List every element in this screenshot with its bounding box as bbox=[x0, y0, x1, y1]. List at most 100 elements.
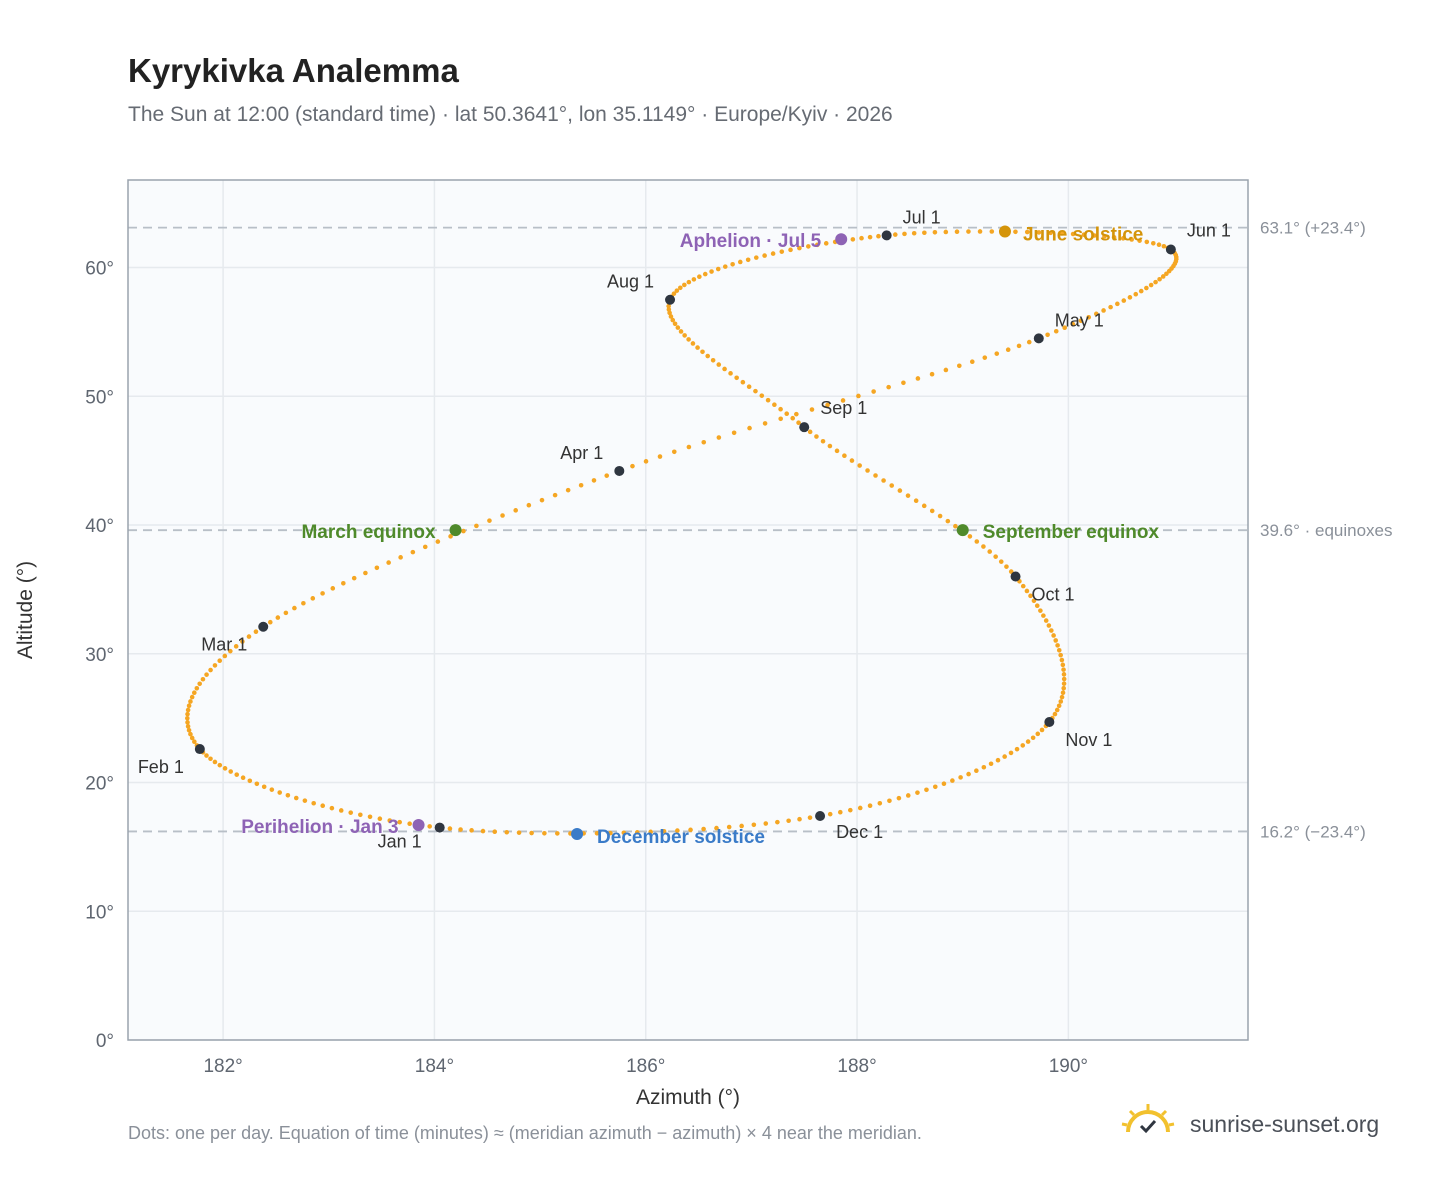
daily-sun-dot bbox=[753, 388, 758, 394]
daily-sun-dot bbox=[889, 483, 895, 488]
daily-sun-dot bbox=[709, 269, 714, 274]
daily-sun-dot bbox=[311, 800, 316, 806]
daily-sun-dot bbox=[739, 823, 744, 829]
daily-sun-dot bbox=[730, 261, 735, 267]
daily-sun-dot bbox=[690, 341, 696, 346]
daily-sun-dot bbox=[222, 653, 228, 659]
daily-sun-dot bbox=[759, 393, 765, 398]
daily-sun-dot bbox=[1056, 647, 1062, 653]
daily-sun-dot bbox=[715, 266, 721, 272]
daily-sun-dot bbox=[1060, 662, 1066, 668]
daily-sun-dot bbox=[513, 508, 518, 513]
month-marker-dot bbox=[614, 465, 625, 476]
event-marker-dot bbox=[835, 233, 848, 246]
daily-sun-dot bbox=[1157, 276, 1162, 282]
event-marker-label: Aphelion · Jul 5 bbox=[680, 231, 822, 252]
daily-sun-dot bbox=[192, 690, 197, 696]
daily-sun-dot bbox=[539, 497, 545, 503]
daily-sun-dot bbox=[1036, 230, 1042, 235]
daily-sun-dot bbox=[873, 473, 878, 478]
daily-sun-dot bbox=[950, 778, 955, 783]
daily-sun-dot bbox=[253, 629, 259, 634]
daily-sun-dot bbox=[820, 438, 826, 444]
daily-sun-dot bbox=[458, 827, 463, 832]
daily-sun-dot bbox=[186, 727, 192, 733]
daily-sun-dot bbox=[827, 443, 833, 449]
daily-sun-dot bbox=[1046, 623, 1052, 628]
daily-sun-dot bbox=[974, 539, 980, 544]
month-marker-dot bbox=[258, 621, 269, 632]
daily-sun-dot bbox=[320, 591, 325, 596]
event-marker-dot bbox=[956, 524, 969, 537]
daily-sun-dot bbox=[1020, 583, 1026, 589]
daily-sun-dot bbox=[397, 819, 402, 825]
daily-sun-dot bbox=[981, 544, 986, 549]
daily-sun-dot bbox=[856, 393, 861, 399]
month-marker-dot bbox=[1010, 571, 1021, 582]
daily-sun-dot bbox=[778, 416, 784, 422]
daily-sun-dot bbox=[701, 826, 706, 832]
month-marker-label: Apr 1 bbox=[560, 443, 603, 463]
daily-sun-dot bbox=[747, 425, 752, 431]
daily-sun-dot bbox=[929, 508, 935, 514]
daily-sun-dot bbox=[1053, 328, 1059, 334]
daily-sun-dot bbox=[189, 735, 195, 741]
daily-sun-dot bbox=[552, 492, 558, 498]
daily-sun-dot bbox=[814, 434, 819, 439]
daily-sun-dot bbox=[387, 818, 393, 823]
daily-sun-dot bbox=[1031, 598, 1037, 604]
daily-sun-dot bbox=[911, 230, 917, 236]
daily-sun-dot bbox=[1014, 746, 1020, 752]
daily-sun-dot bbox=[678, 329, 684, 334]
daily-sun-dot bbox=[1061, 672, 1067, 677]
daily-sun-dot bbox=[995, 757, 1001, 763]
daily-sun-dot bbox=[208, 667, 213, 673]
daily-sun-dot bbox=[982, 355, 988, 360]
daily-sun-dot bbox=[608, 830, 613, 836]
daily-sun-dot bbox=[686, 444, 692, 450]
brand-logo[interactable]: sunrise-sunset.org bbox=[1120, 1102, 1390, 1146]
daily-sun-dot bbox=[341, 580, 346, 586]
daily-sun-dot bbox=[672, 321, 678, 327]
daily-sun-dot bbox=[222, 766, 228, 771]
daily-sun-dot bbox=[1008, 750, 1014, 756]
daily-sun-dot bbox=[208, 756, 213, 762]
daily-sun-dot bbox=[988, 761, 994, 767]
daily-sun-dot bbox=[269, 787, 275, 792]
daily-sun-dot bbox=[668, 314, 674, 319]
daily-sun-dot bbox=[731, 430, 737, 436]
daily-sun-dot bbox=[1054, 707, 1060, 713]
daily-sun-dot bbox=[896, 795, 902, 801]
x-tick-label: 190° bbox=[1049, 1056, 1088, 1077]
daily-sun-dot bbox=[500, 513, 505, 518]
y-axis-title: Altitude (°) bbox=[14, 561, 37, 659]
daily-sun-dot bbox=[1081, 232, 1087, 238]
daily-sun-dot bbox=[691, 277, 697, 282]
daily-sun-dot bbox=[675, 325, 681, 330]
daily-sun-dot bbox=[529, 830, 534, 836]
daily-sun-dot bbox=[1061, 676, 1067, 682]
daily-sun-dot bbox=[351, 575, 357, 581]
daily-sun-dot bbox=[407, 821, 412, 827]
daily-sun-dot bbox=[857, 805, 863, 811]
daily-sun-dot bbox=[807, 429, 813, 435]
daily-sun-dot bbox=[857, 463, 862, 468]
month-marker-label: Aug 1 bbox=[607, 272, 654, 292]
daily-sun-dot bbox=[1148, 282, 1154, 288]
daily-sun-dot bbox=[233, 644, 239, 649]
event-marker-dot bbox=[571, 828, 584, 841]
daily-sun-dot bbox=[604, 473, 610, 478]
daily-sun-dot bbox=[1045, 332, 1050, 338]
month-marker-label: May 1 bbox=[1055, 310, 1104, 330]
chart-footnote: Dots: one per day. Equation of time (min… bbox=[128, 1123, 922, 1143]
daily-sun-dot bbox=[228, 648, 233, 654]
daily-sun-dot bbox=[283, 610, 289, 616]
daily-sun-dot bbox=[1156, 242, 1162, 248]
daily-sun-dot bbox=[188, 699, 193, 704]
daily-sun-dot bbox=[922, 230, 927, 236]
daily-sun-dot bbox=[329, 805, 335, 811]
daily-sun-dot bbox=[185, 720, 190, 725]
daily-sun-dot bbox=[1034, 603, 1040, 609]
daily-sun-dot bbox=[1038, 608, 1043, 613]
daily-sun-dot bbox=[657, 454, 663, 459]
